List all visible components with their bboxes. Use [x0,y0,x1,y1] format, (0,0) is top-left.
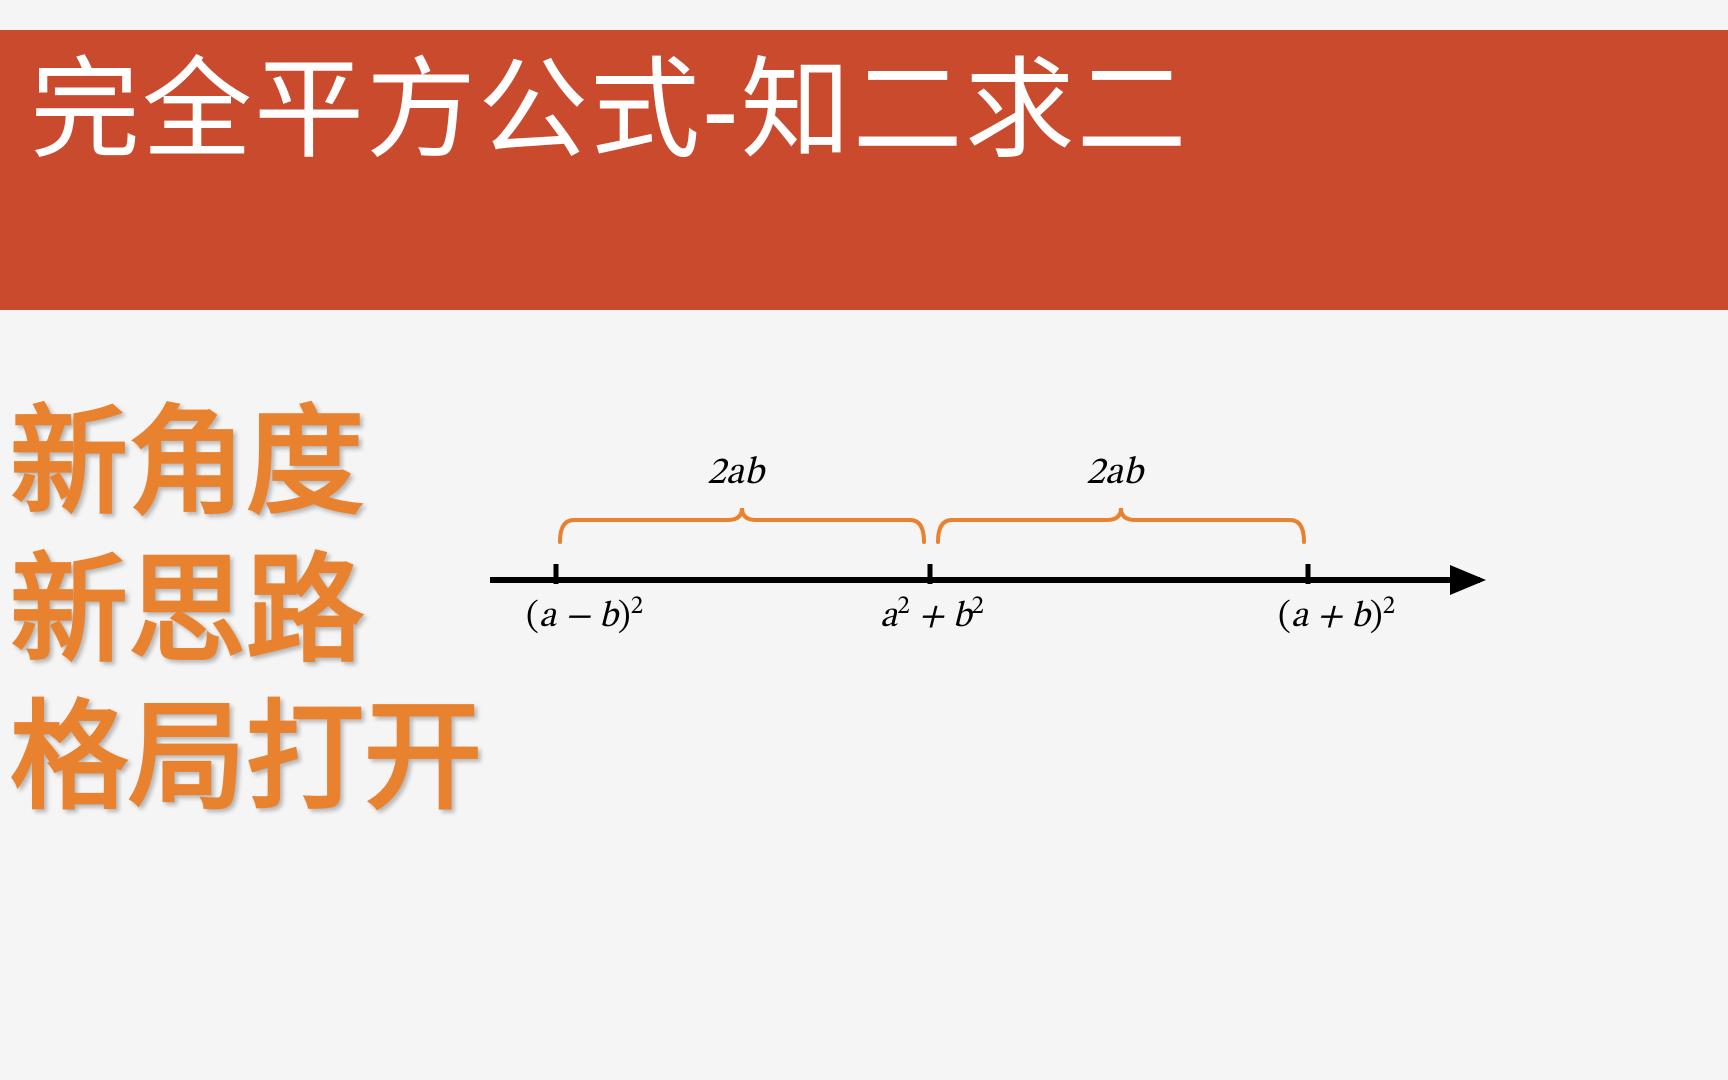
axis-label-2: (a + b)2 [1278,595,1395,640]
brace-label-1: 2ab [1086,450,1143,498]
number-line-diagram: (a − b)2 a2 + b2 (a + b)2 2ab 2ab [490,390,1500,690]
brace-label-0: 2ab [707,450,764,498]
axis-label-1: a2 + b2 [880,595,984,640]
sidebar-slogan: 新角度 新思路 格局打开 [10,390,482,833]
sidebar-line-2: 新思路 [10,538,482,686]
sidebar-line-3: 格局打开 [10,685,482,833]
sidebar-line-1: 新角度 [10,390,482,538]
diagram-svg [490,390,1500,690]
title-banner: 完全平方公式-知二求二 [0,30,1728,310]
axis-label-0: (a − b)2 [526,595,643,640]
